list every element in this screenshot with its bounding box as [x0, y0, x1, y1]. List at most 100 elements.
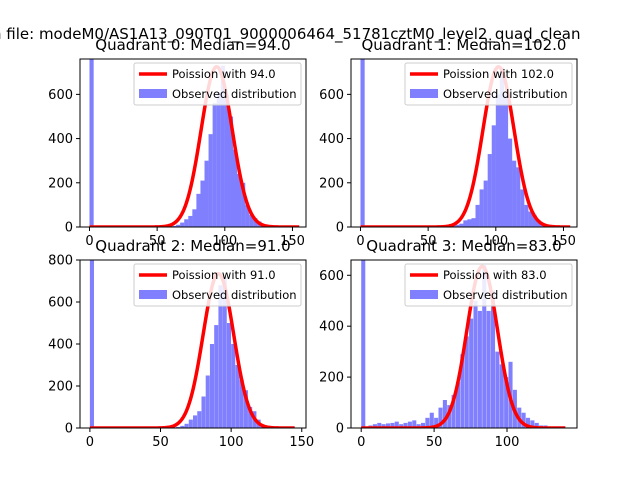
legend-bar-swatch [139, 89, 167, 98]
poisson-fit-line [88, 271, 296, 428]
histogram-bar [471, 218, 476, 227]
histogram-bar [241, 182, 246, 227]
histogram-bar [532, 214, 537, 227]
histogram-bar [512, 160, 517, 227]
histogram-bar [425, 417, 430, 428]
y-tick-label: 400 [48, 132, 73, 147]
y-tick-label: 0 [65, 221, 73, 236]
histogram-bar [197, 411, 202, 428]
histogram-bar [381, 424, 386, 428]
legend-bar-swatch [139, 290, 167, 299]
histogram-bar [216, 92, 221, 227]
histogram-bar [205, 375, 210, 428]
histogram-bar [193, 415, 198, 428]
y-tick-label: 800 [48, 254, 73, 269]
histogram-bar [491, 125, 496, 227]
histogram-bar [243, 390, 248, 428]
quadrant-1-panel: 0 50 100 150 0 200 400 600 Quadrant 1: Median=10… [319, 36, 578, 249]
histogram-bar [460, 354, 465, 428]
histogram-bar [188, 215, 193, 227]
histogram-bar [399, 424, 404, 428]
histogram-bar [495, 351, 500, 428]
legend-label-fit: Poission with 102.0 [443, 67, 554, 81]
legend-bar-swatch [410, 290, 438, 299]
histogram-bar [201, 396, 206, 428]
histogram-bar [525, 417, 531, 428]
histogram-bar [176, 426, 181, 428]
legend: Poission with 91.0 Observed distribution [133, 263, 302, 307]
histogram-bar [245, 204, 250, 227]
histogram-bar [209, 344, 215, 428]
histogram-bar [429, 412, 434, 428]
histogram-bar [451, 394, 456, 428]
legend-label-observed: Observed distribution [172, 288, 297, 302]
x-tick-label: 0 [85, 234, 93, 249]
axes-frame [350, 58, 578, 228]
histogram-bar [477, 310, 482, 428]
histogram-bar [385, 423, 391, 428]
y-tick-label: 200 [319, 176, 344, 191]
histogram-bar [196, 193, 201, 227]
legend-bar-swatch [410, 89, 438, 98]
legend: Poission with 94.0 Observed distribution [133, 62, 302, 106]
x-tick-label: 0 [357, 435, 365, 450]
quadrant-3-plot-area [360, 260, 567, 428]
histogram-bar [407, 421, 412, 428]
histogram-bar [403, 422, 408, 428]
y-tick-label: 0 [336, 422, 344, 437]
histogram-bar [377, 422, 382, 428]
histogram-bar [447, 405, 452, 428]
quadrant-0-title: Quadrant 0: Median=94.0 [95, 36, 290, 54]
histogram-bar [438, 407, 443, 428]
x-tick-label: 150 [551, 234, 576, 249]
histogram-bar [361, 260, 366, 428]
x-tick-label: 50 [426, 435, 443, 450]
histogram-bar [188, 419, 193, 428]
x-tick-label: 50 [149, 234, 166, 249]
histogram-bar [475, 204, 480, 227]
histogram-bar [473, 300, 478, 428]
histogram-bar [218, 285, 223, 428]
histogram-bar [464, 336, 469, 428]
y-tick-label: 200 [48, 176, 73, 191]
quadrant-3-panel: 0 50 100 0 200 400 600 Quadrant 3: Median=83.0 P… [319, 237, 578, 450]
histogram-bar [220, 65, 225, 227]
histogram-bar [483, 180, 488, 227]
y-tick-label: 600 [319, 269, 344, 284]
legend-box [404, 62, 573, 106]
x-tick-label: 100 [495, 435, 520, 450]
histogram-bar [232, 149, 238, 227]
histogram-bar [192, 209, 197, 227]
histogram-bar [89, 59, 94, 227]
poisson-fit-line [88, 64, 301, 227]
histogram-bar [520, 189, 525, 227]
histogram-bar [487, 154, 492, 227]
figure-suptitle: n file: modeM0/AS1A13_090T01_9000006464_… [0, 25, 581, 44]
quadrant-2-title: Quadrant 2: Median=91.0 [95, 237, 290, 255]
quadrant-0-plot-area [88, 59, 301, 227]
histogram-bar [180, 222, 185, 227]
legend-label-fit: Poission with 91.0 [172, 268, 276, 282]
histogram-bar [172, 225, 177, 227]
histogram-bar [530, 420, 535, 428]
poisson-fit-line [359, 65, 572, 227]
x-tick-label: 150 [280, 234, 305, 249]
histogram-bar [469, 318, 474, 428]
histogram-bar [89, 260, 94, 428]
histogram-bar [516, 167, 521, 227]
histogram-bar [248, 407, 253, 428]
histogram-bar [490, 290, 496, 428]
legend-box [133, 62, 302, 106]
x-tick-label: 150 [289, 435, 314, 450]
y-tick-label: 400 [319, 132, 344, 147]
y-tick-label: 0 [336, 221, 344, 236]
quadrant-1-plot-area [359, 59, 572, 227]
histogram-bar [208, 134, 213, 227]
quadrant-0-panel: 0 50 100 150 0 200 400 600 Quadrant 0: Median=94… [48, 36, 307, 249]
histogram-bar [521, 412, 526, 428]
histogram-bar [416, 424, 421, 428]
y-tick-label: 200 [48, 380, 73, 395]
legend-box [404, 263, 573, 307]
histogram-bar [235, 365, 240, 428]
